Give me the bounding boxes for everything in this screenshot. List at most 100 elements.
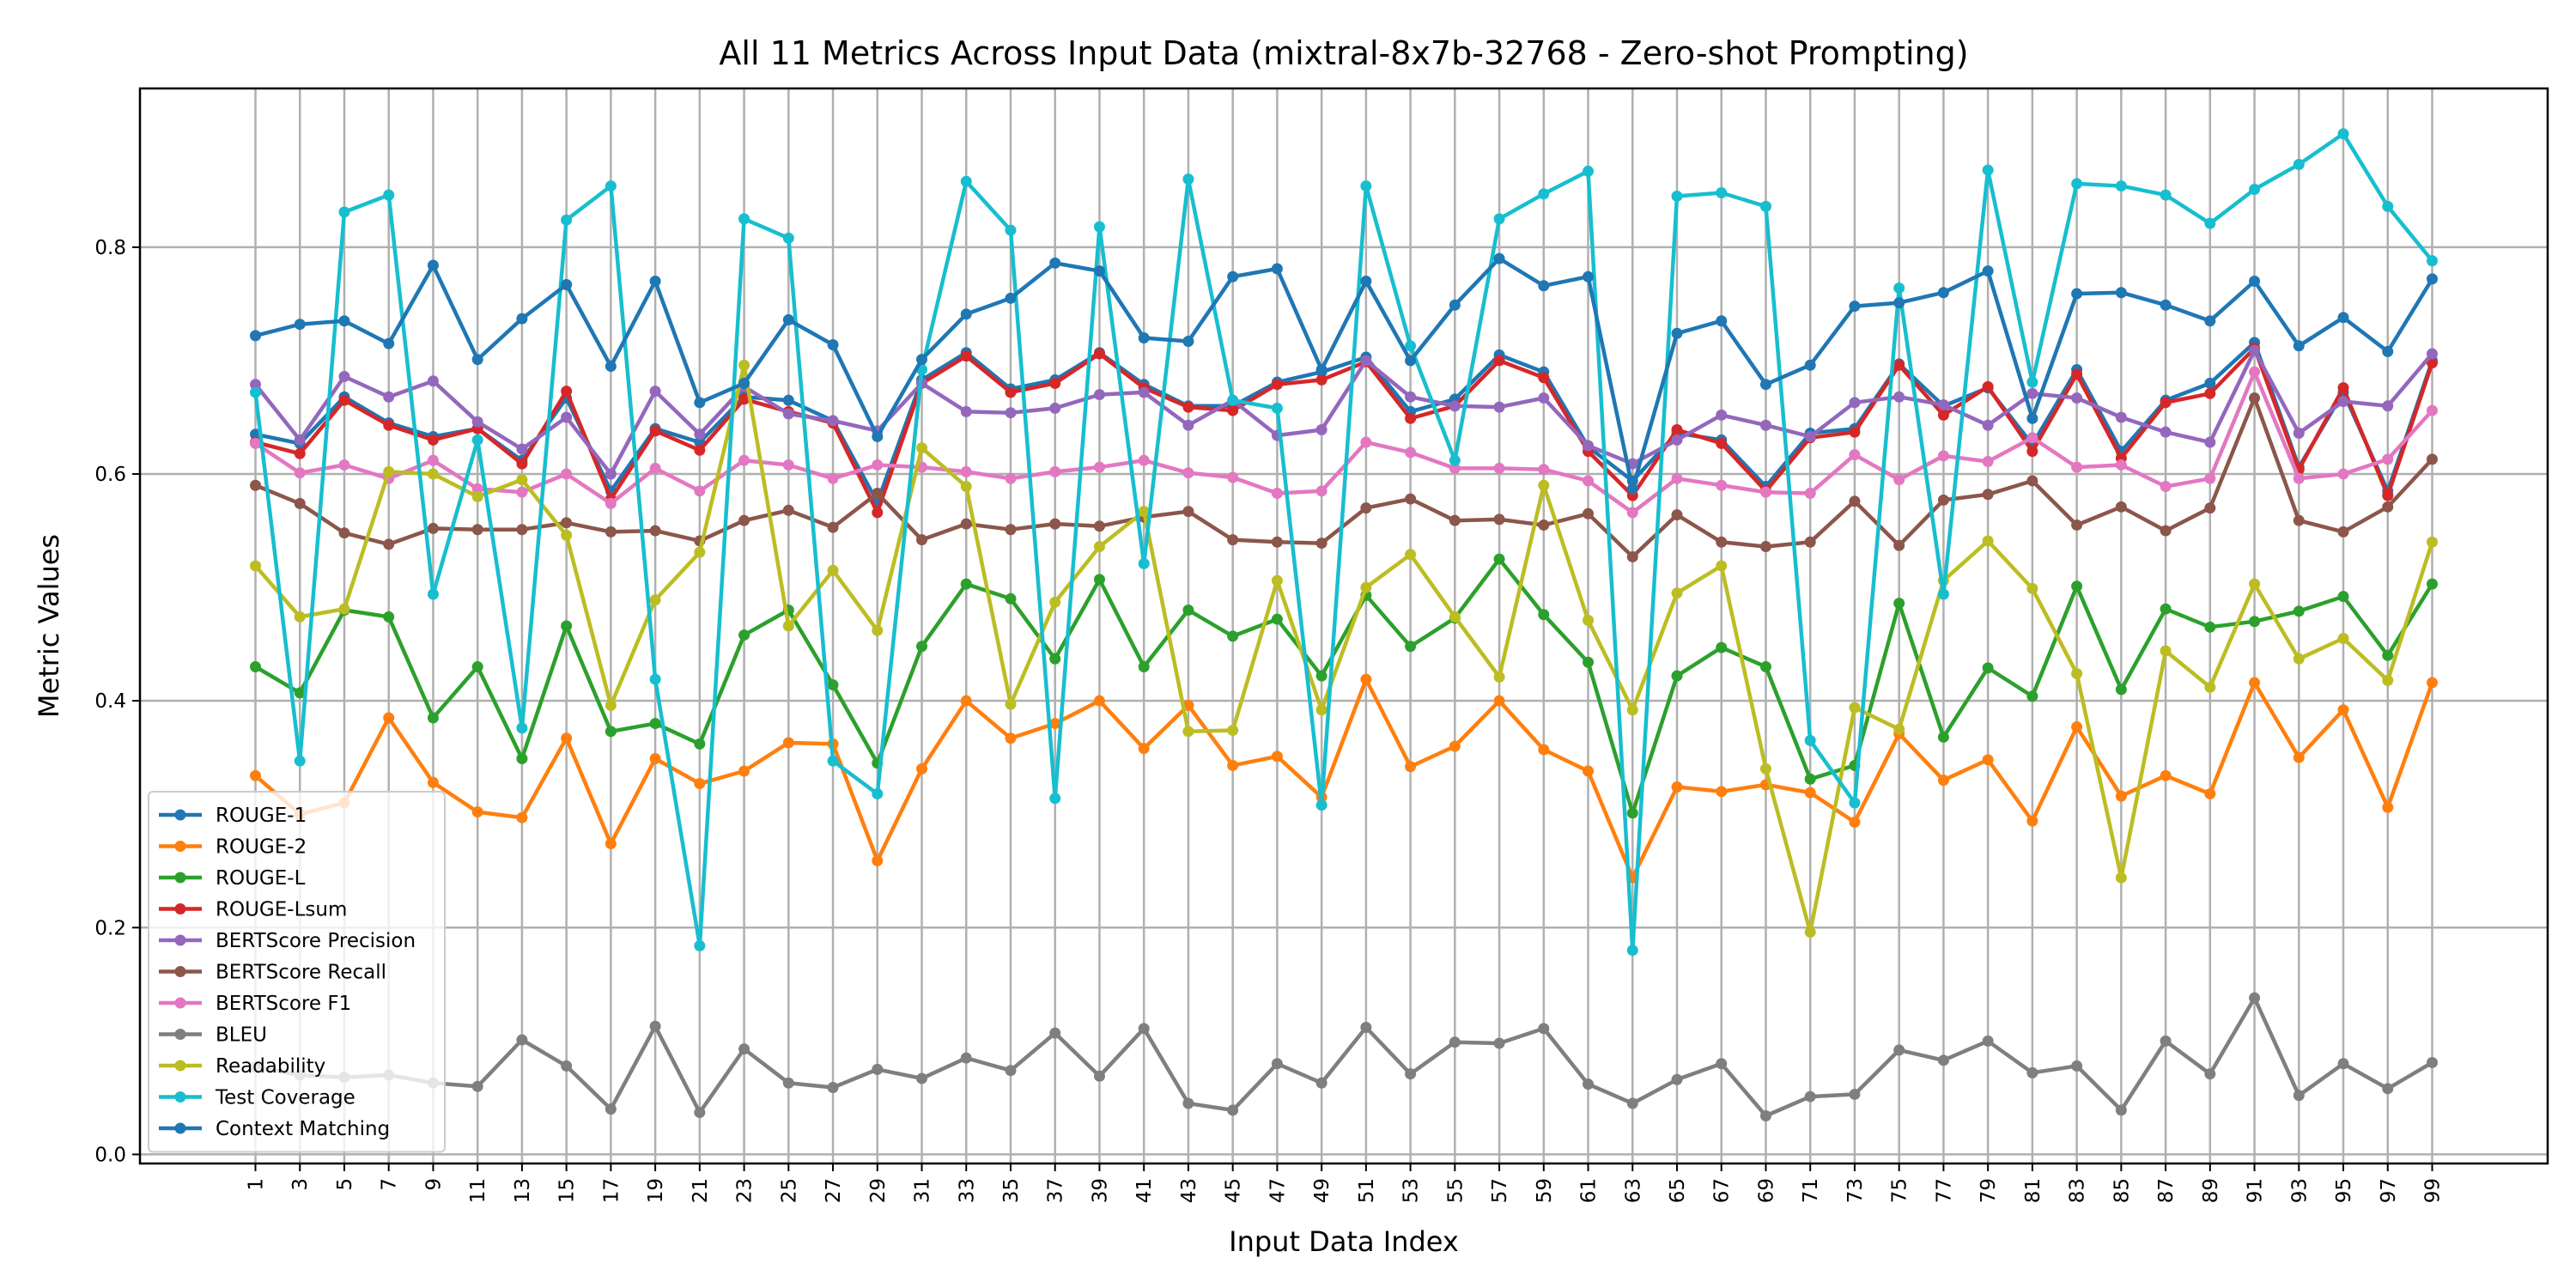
data-point [1716,437,1728,449]
data-point [1759,486,1771,498]
data-point [1271,613,1283,625]
data-point [960,695,972,707]
data-point [1716,641,1728,653]
data-point [2382,649,2394,661]
series-bertscore-recall [250,392,2438,562]
data-point [1093,461,1105,473]
data-point [1049,465,1061,477]
data-point [1583,1078,1595,1091]
data-point [782,232,794,244]
data-point [2204,387,2216,399]
data-point [605,180,617,192]
data-point [2293,653,2305,665]
data-point [738,765,750,777]
data-point [1227,759,1239,771]
data-point [561,1060,573,1072]
data-point [1937,287,1949,299]
x-tick-label: 39 [1089,1178,1111,1203]
data-point [1982,265,1994,277]
data-point [2115,459,2127,471]
data-point [1583,614,1595,626]
data-point [1405,1068,1417,1080]
data-point [2026,432,2038,444]
data-point [1449,400,1461,412]
data-point [561,386,573,398]
data-point [1893,1044,1905,1056]
data-point [471,483,483,495]
series-layer [250,128,2438,1122]
data-point [1538,1023,1550,1035]
data-point [561,529,573,541]
data-point [1138,386,1150,398]
data-point [1626,550,1638,562]
data-point [1049,402,1061,414]
series-line [253,348,2434,477]
data-point [1849,301,1861,313]
data-point [2160,426,2172,438]
data-point [1049,377,1061,389]
x-tick-label: 87 [2155,1178,2178,1203]
data-point [2115,180,2127,192]
data-point [1227,404,1239,416]
data-point [471,354,483,366]
data-point [250,479,262,491]
data-point [1360,581,1372,593]
data-point [694,1107,706,1119]
data-point [1937,1054,1949,1066]
data-point [561,517,573,529]
x-tick-label: 19 [645,1178,667,1203]
data-point [1227,630,1239,642]
data-point [2160,525,2172,537]
x-tick-label: 11 [467,1178,489,1203]
data-point [2382,453,2394,465]
data-point [2382,1083,2394,1095]
data-point [694,444,706,456]
data-point [427,468,439,480]
data-point [2249,392,2261,404]
data-point [827,472,839,484]
data-point [1315,374,1327,386]
x-tick-label: 83 [2067,1178,2089,1203]
data-point [427,588,439,600]
data-point [1626,507,1638,519]
data-point [471,806,483,818]
data-point [2426,1056,2438,1068]
data-point [2382,345,2394,357]
data-point [1493,213,1505,225]
data-point [1804,773,1816,785]
data-point [649,1020,661,1032]
data-point [1405,447,1417,459]
data-point [294,447,306,459]
data-point [1182,401,1194,413]
data-point [1759,419,1771,431]
data-point [1583,165,1595,177]
data-point [1671,424,1683,436]
x-tick-label: 59 [1534,1178,1556,1203]
data-point [1093,389,1105,401]
data-point [738,377,750,389]
data-point [1315,1077,1327,1089]
data-point [1893,282,1905,294]
x-tick-label: 17 [600,1178,623,1203]
data-point [1982,419,1994,431]
data-point [1671,1073,1683,1085]
data-point [605,497,617,509]
data-point [1893,359,1905,371]
plot-area [138,87,2549,1165]
series-bertscore-f1 [250,366,2438,519]
data-point [1271,574,1283,586]
data-point [2293,340,2305,352]
legend-swatch-marker [174,841,186,852]
data-point [2026,690,2038,702]
data-point [1804,927,1816,939]
data-point [2115,1104,2127,1116]
data-point [2426,677,2438,689]
data-point [1315,424,1327,436]
data-point [1493,355,1505,367]
data-point [2026,387,2038,399]
data-point [694,485,706,497]
data-point [1716,187,1728,199]
data-point [1271,536,1283,548]
x-tick-label: 49 [1311,1178,1334,1203]
data-point [2204,472,2216,484]
